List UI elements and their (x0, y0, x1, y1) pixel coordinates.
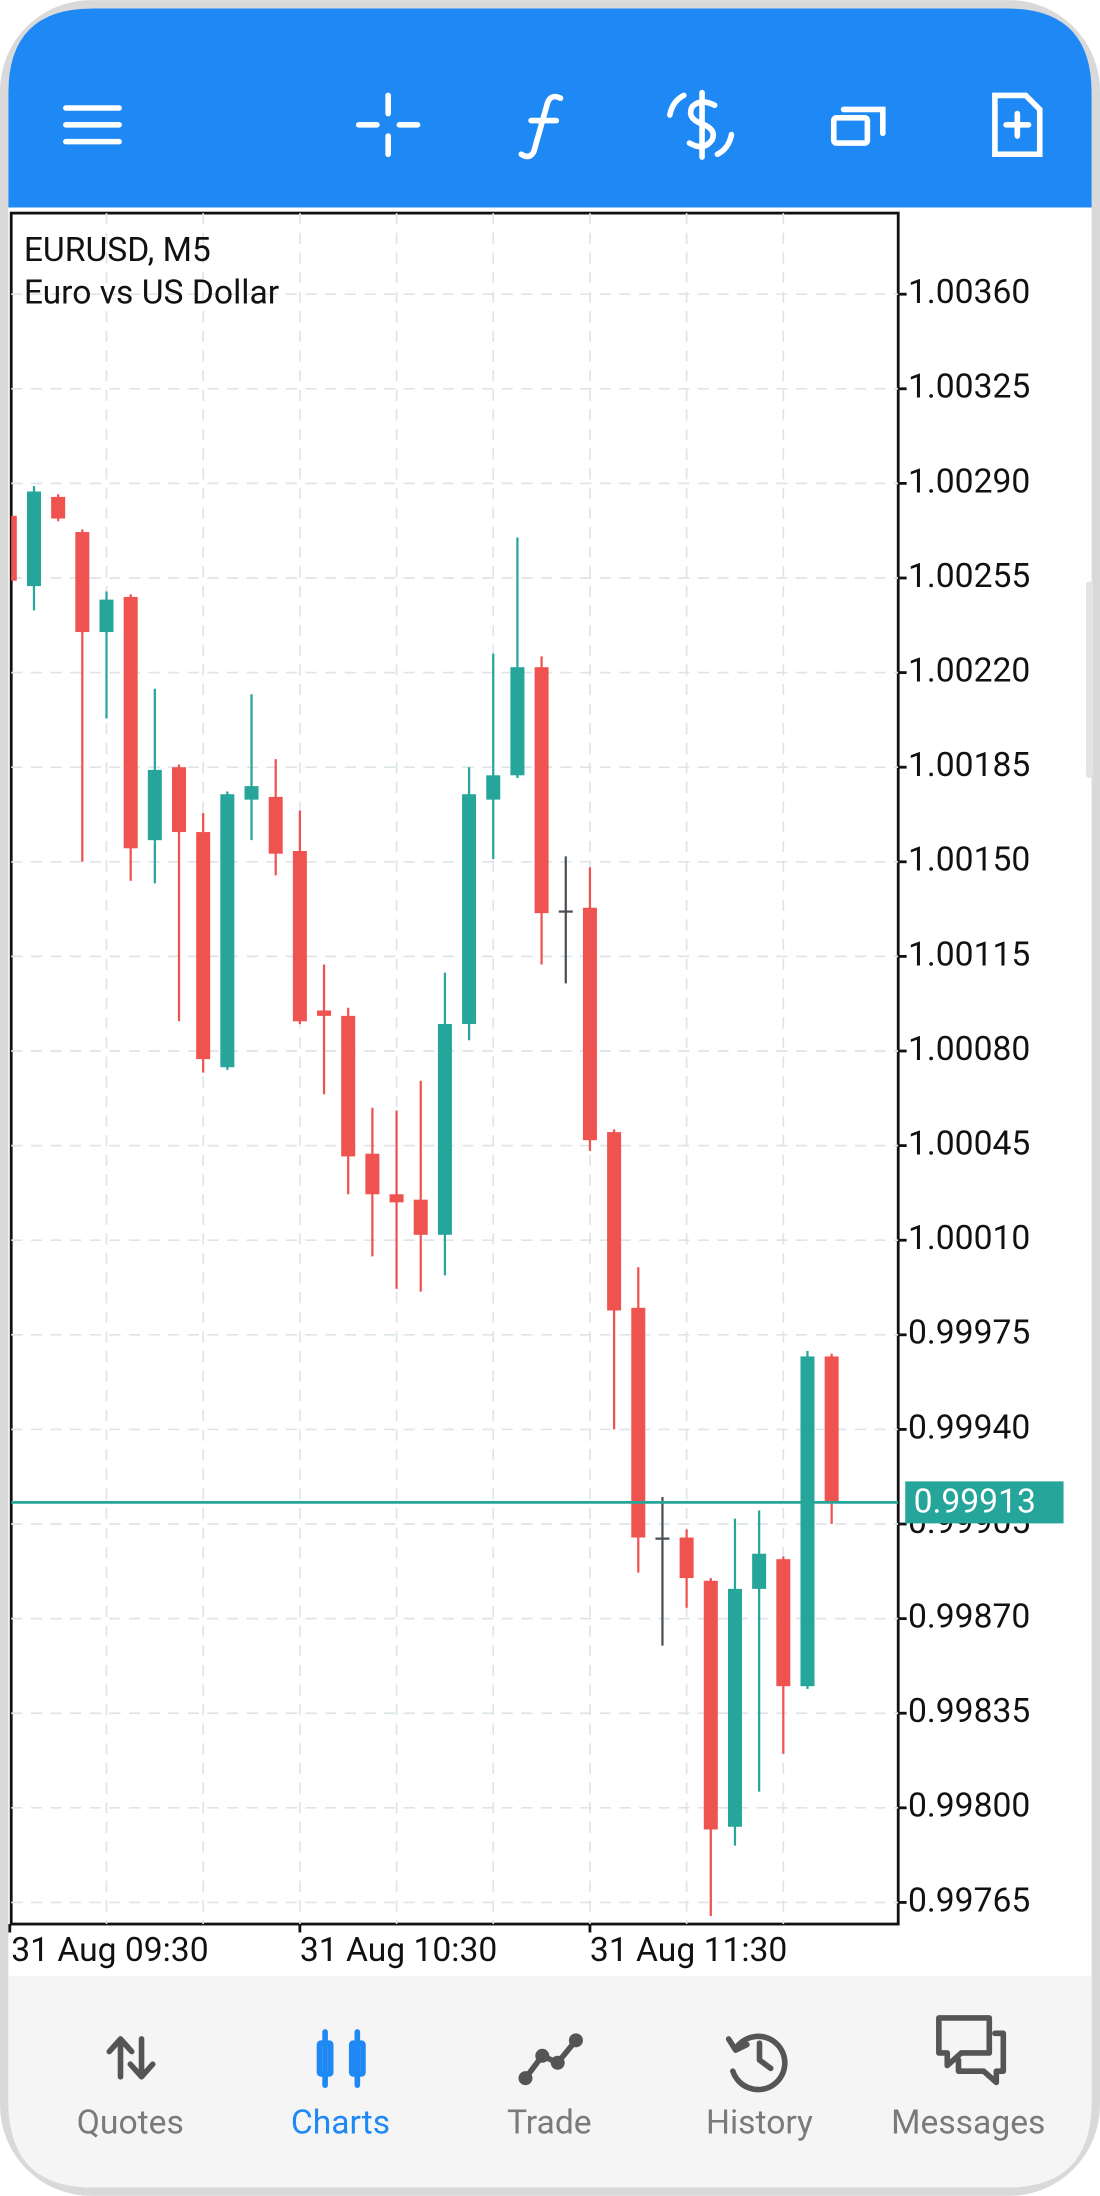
candle-body (462, 794, 477, 1024)
x-tick-label: 31 Aug 09:30 (11, 1931, 208, 1970)
y-tick-label: 1.00080 (908, 1030, 1030, 1069)
y-tick-label: 1.00360 (908, 273, 1030, 312)
candle-body (437, 1023, 452, 1235)
y-tick-label: 1.00325 (908, 368, 1030, 407)
y-tick-label: 0.99940 (908, 1408, 1030, 1447)
candle-body (655, 1537, 670, 1540)
y-tick-label: 0.99975 (908, 1314, 1030, 1353)
candle-body (51, 496, 66, 519)
chart-symbol: EURUSD, M5 (24, 231, 211, 270)
candle-body (582, 907, 597, 1141)
current-price-label: 0.99913 (914, 1483, 1036, 1522)
quotes-icon (106, 2036, 156, 2080)
y-tick-label: 1.00220 (908, 651, 1030, 690)
candle-body (220, 794, 235, 1068)
tab-label[interactable]: Charts (291, 2103, 390, 2142)
candle-body (317, 1010, 332, 1016)
y-tick-label: 0.99835 (908, 1692, 1030, 1731)
candle-body (389, 1194, 404, 1203)
y-tick-label: 1.00010 (908, 1219, 1030, 1258)
candle-body (11, 515, 17, 581)
scrollbar (1085, 581, 1093, 778)
candle-body (607, 1132, 622, 1311)
y-tick-label: 0.99800 (908, 1787, 1030, 1826)
toolbar (8, 8, 1092, 208)
menu-button[interactable] (63, 105, 122, 145)
candle-body (510, 667, 525, 776)
chart-description: Euro vs US Dollar (24, 273, 279, 312)
tab-label[interactable]: Messages (891, 2103, 1045, 2142)
candle-body (75, 532, 90, 633)
candle-body (727, 1588, 742, 1827)
crosshair-button[interactable] (355, 92, 421, 158)
candle-body (341, 1015, 356, 1157)
candle-body (99, 599, 114, 633)
candle-body (800, 1356, 815, 1687)
candle-body (534, 667, 549, 914)
candle-body (172, 767, 187, 833)
trade-button[interactable] (667, 89, 735, 160)
charts-icon (316, 2029, 366, 2088)
y-tick-label: 1.00045 (908, 1124, 1030, 1163)
new-order-button[interactable] (992, 92, 1043, 158)
y-tick-label: 0.99870 (908, 1598, 1030, 1637)
y-tick-label: 1.00185 (908, 746, 1030, 785)
candle-body (147, 769, 162, 841)
candle-body (413, 1199, 428, 1235)
candle-body (824, 1356, 839, 1503)
candle-body (123, 596, 138, 849)
x-tick-label: 31 Aug 10:30 (300, 1931, 497, 1970)
candle-body (268, 796, 283, 854)
candle-body (558, 910, 573, 913)
tab-label[interactable]: Trade (507, 2103, 592, 2142)
candle-body (292, 850, 307, 1022)
chart-area[interactable] (9, 211, 900, 1926)
candle-body (776, 1559, 791, 1687)
bottom-nav (8, 1975, 1092, 2188)
current-price-tag (905, 1481, 1064, 1524)
trade-icon (518, 2033, 583, 2086)
y-tick-label: 1.00150 (908, 841, 1030, 880)
y-tick-label: 1.00255 (908, 557, 1030, 596)
x-tick-label: 31 Aug 11:30 (590, 1931, 787, 1970)
windows-button[interactable] (830, 106, 886, 146)
y-tick-label: 1.00115 (908, 935, 1030, 974)
candle-body (752, 1553, 767, 1589)
y-tick-label: 1.00290 (908, 462, 1030, 501)
tab-label[interactable]: History (706, 2103, 813, 2142)
candle-body (631, 1307, 646, 1538)
tab-label[interactable]: Quotes (77, 2103, 184, 2142)
candle-body (679, 1537, 694, 1579)
messages-icon (936, 2015, 1007, 2086)
y-tick-label: 0.99765 (908, 1881, 1030, 1920)
candle-body (486, 775, 501, 800)
candle-body (196, 832, 211, 1060)
candle-body (703, 1580, 718, 1830)
candle-body (365, 1153, 380, 1195)
candle-body (244, 786, 259, 800)
history-icon (725, 2033, 788, 2093)
indicators-button[interactable] (518, 93, 564, 160)
candle-body (26, 491, 41, 587)
